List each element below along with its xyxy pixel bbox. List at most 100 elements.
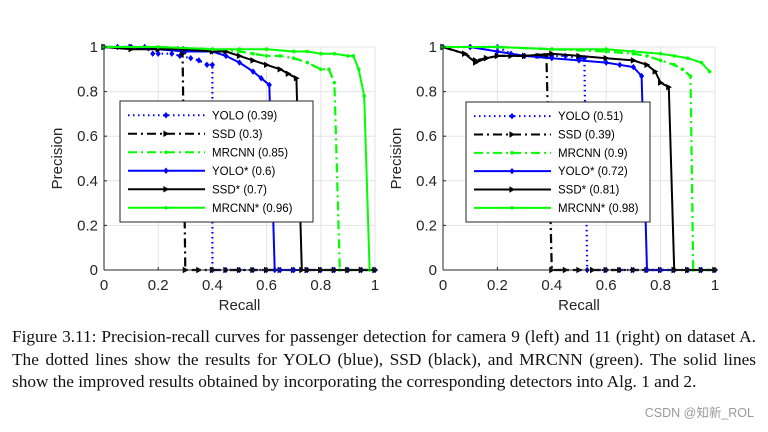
data-point: [332, 51, 337, 56]
data-point: [223, 52, 229, 60]
data-point: [522, 52, 528, 60]
data-point: [332, 80, 337, 85]
data-point: [250, 57, 257, 64]
data-point: [150, 50, 156, 57]
legend-box: [465, 101, 651, 223]
y-tick-label: 0.4: [416, 173, 437, 190]
y-tick-label: 0.8: [77, 84, 98, 101]
data-point: [250, 68, 256, 75]
y-tick-label: 0.2: [77, 217, 98, 234]
legend-marker: [163, 186, 170, 193]
legend: YOLO (0.51) SSD (0.39) MRCNN (0.9) YOLO* (0…: [465, 101, 651, 223]
data-point: [494, 52, 501, 60]
data-point: [576, 57, 582, 64]
data-point: [196, 57, 202, 64]
data-point: [209, 61, 215, 69]
legend-item: SSD (0.3): [128, 129, 263, 141]
data-point: [264, 61, 270, 69]
right-pr-chart: 0 0.2 0.4 0.6 0.8 1 0 0.2 0.4 0.6 0.8 1 Recall Precis…: [388, 39, 719, 314]
legend-item: SSD* (0.81): [474, 185, 620, 197]
series-mrcnn-star: [102, 45, 372, 272]
legend-label: MRCNN* (0.96): [212, 203, 293, 215]
data-point: [483, 54, 490, 62]
x-tick-label: 1: [711, 277, 719, 294]
data-point: [462, 50, 468, 57]
legend-label: SSD (0.39): [558, 130, 615, 142]
data-point: [707, 69, 712, 74]
y-tick-label: 1: [90, 39, 98, 56]
legend-item: MRCNN* (0.96): [128, 203, 293, 215]
data-point: [258, 75, 264, 82]
y-tick-label: 0: [429, 262, 437, 279]
data-point: [277, 66, 284, 73]
data-point: [630, 57, 637, 64]
legend-marker: [510, 151, 514, 155]
legend-marker: [509, 186, 516, 193]
data-point: [631, 49, 636, 54]
legend-marker: [163, 167, 169, 174]
data-point: [264, 54, 269, 58]
x-tick-label: 0.6: [596, 277, 617, 294]
legend-label: SSD (0.3): [212, 129, 263, 141]
legend-marker: [510, 206, 514, 210]
x-tick-label: 0: [439, 277, 447, 294]
data-point: [658, 58, 663, 63]
data-point: [236, 59, 243, 66]
legend-item: YOLO* (0.6): [128, 166, 275, 178]
y-tick-label: 1: [429, 39, 437, 56]
legend-label: MRCNN* (0.98): [558, 203, 639, 215]
data-point: [237, 47, 242, 52]
legend-marker: [509, 167, 515, 175]
data-point: [188, 54, 194, 62]
data-point: [291, 56, 296, 60]
data-point: [319, 51, 323, 56]
legend: YOLO (0.39) SSD (0.3) MRCNN (0.85) YOLO* (0…: [119, 100, 314, 223]
data-point: [638, 72, 645, 80]
legend-item: YOLO* (0.72): [474, 166, 628, 178]
legend-label: YOLO (0.39): [212, 110, 277, 122]
data-point: [652, 68, 659, 75]
series-line: [104, 46, 371, 271]
data-point: [658, 51, 663, 56]
data-point: [285, 70, 292, 77]
data-point: [494, 48, 500, 55]
data-point: [495, 45, 500, 49]
data-point: [264, 47, 269, 52]
x-tick-label: 0.8: [650, 277, 671, 294]
x-tick-label: 0: [100, 277, 108, 294]
y-tick-label: 0: [90, 262, 98, 279]
legend-label: YOLO (0.51): [558, 111, 623, 123]
legend-label: MRCNN (0.85): [212, 147, 288, 159]
figure-canvas: 0 0.2 0.4 0.6 0.8 1 0 0.2 0.4 0.6 0.8 1 Recall Precis…: [49, 39, 719, 314]
legend-marker: [509, 131, 516, 138]
data-point: [156, 45, 160, 49]
legend-item: MRCNN* (0.98): [474, 203, 639, 215]
figure-caption: Figure 3.11: Precision-recall curves for…: [12, 327, 756, 391]
legend-marker: [163, 130, 170, 137]
legend-item: MRCNN (0.85): [128, 147, 288, 159]
data-point: [603, 54, 610, 62]
y-tick-label: 0.2: [416, 217, 437, 234]
data-point: [549, 54, 555, 62]
legend-label: YOLO* (0.72): [558, 166, 628, 178]
x-tick-label: 0.2: [487, 277, 508, 294]
data-point: [686, 56, 690, 60]
x-tick-label: 0.4: [202, 277, 223, 294]
data-point: [356, 67, 361, 72]
data-point: [617, 61, 623, 69]
y-tick-label: 0.8: [416, 84, 437, 101]
left-pr-chart: 0 0.2 0.4 0.6 0.8 1 0 0.2 0.4 0.6 0.8 1 Recall Precis…: [49, 39, 379, 314]
data-point: [351, 54, 356, 58]
data-point: [672, 63, 676, 67]
series-line: [443, 46, 711, 73]
legend-box: [119, 100, 314, 223]
watermark: CSDN @知新_ROL: [644, 406, 754, 420]
data-point: [699, 60, 704, 65]
data-point: [327, 67, 331, 72]
data-point: [251, 51, 255, 56]
data-point: [645, 54, 649, 58]
legend-item: YOLO (0.39): [128, 110, 277, 122]
legend-marker: [509, 112, 515, 120]
data-point: [169, 50, 175, 57]
legend-label: SSD* (0.81): [558, 185, 620, 197]
